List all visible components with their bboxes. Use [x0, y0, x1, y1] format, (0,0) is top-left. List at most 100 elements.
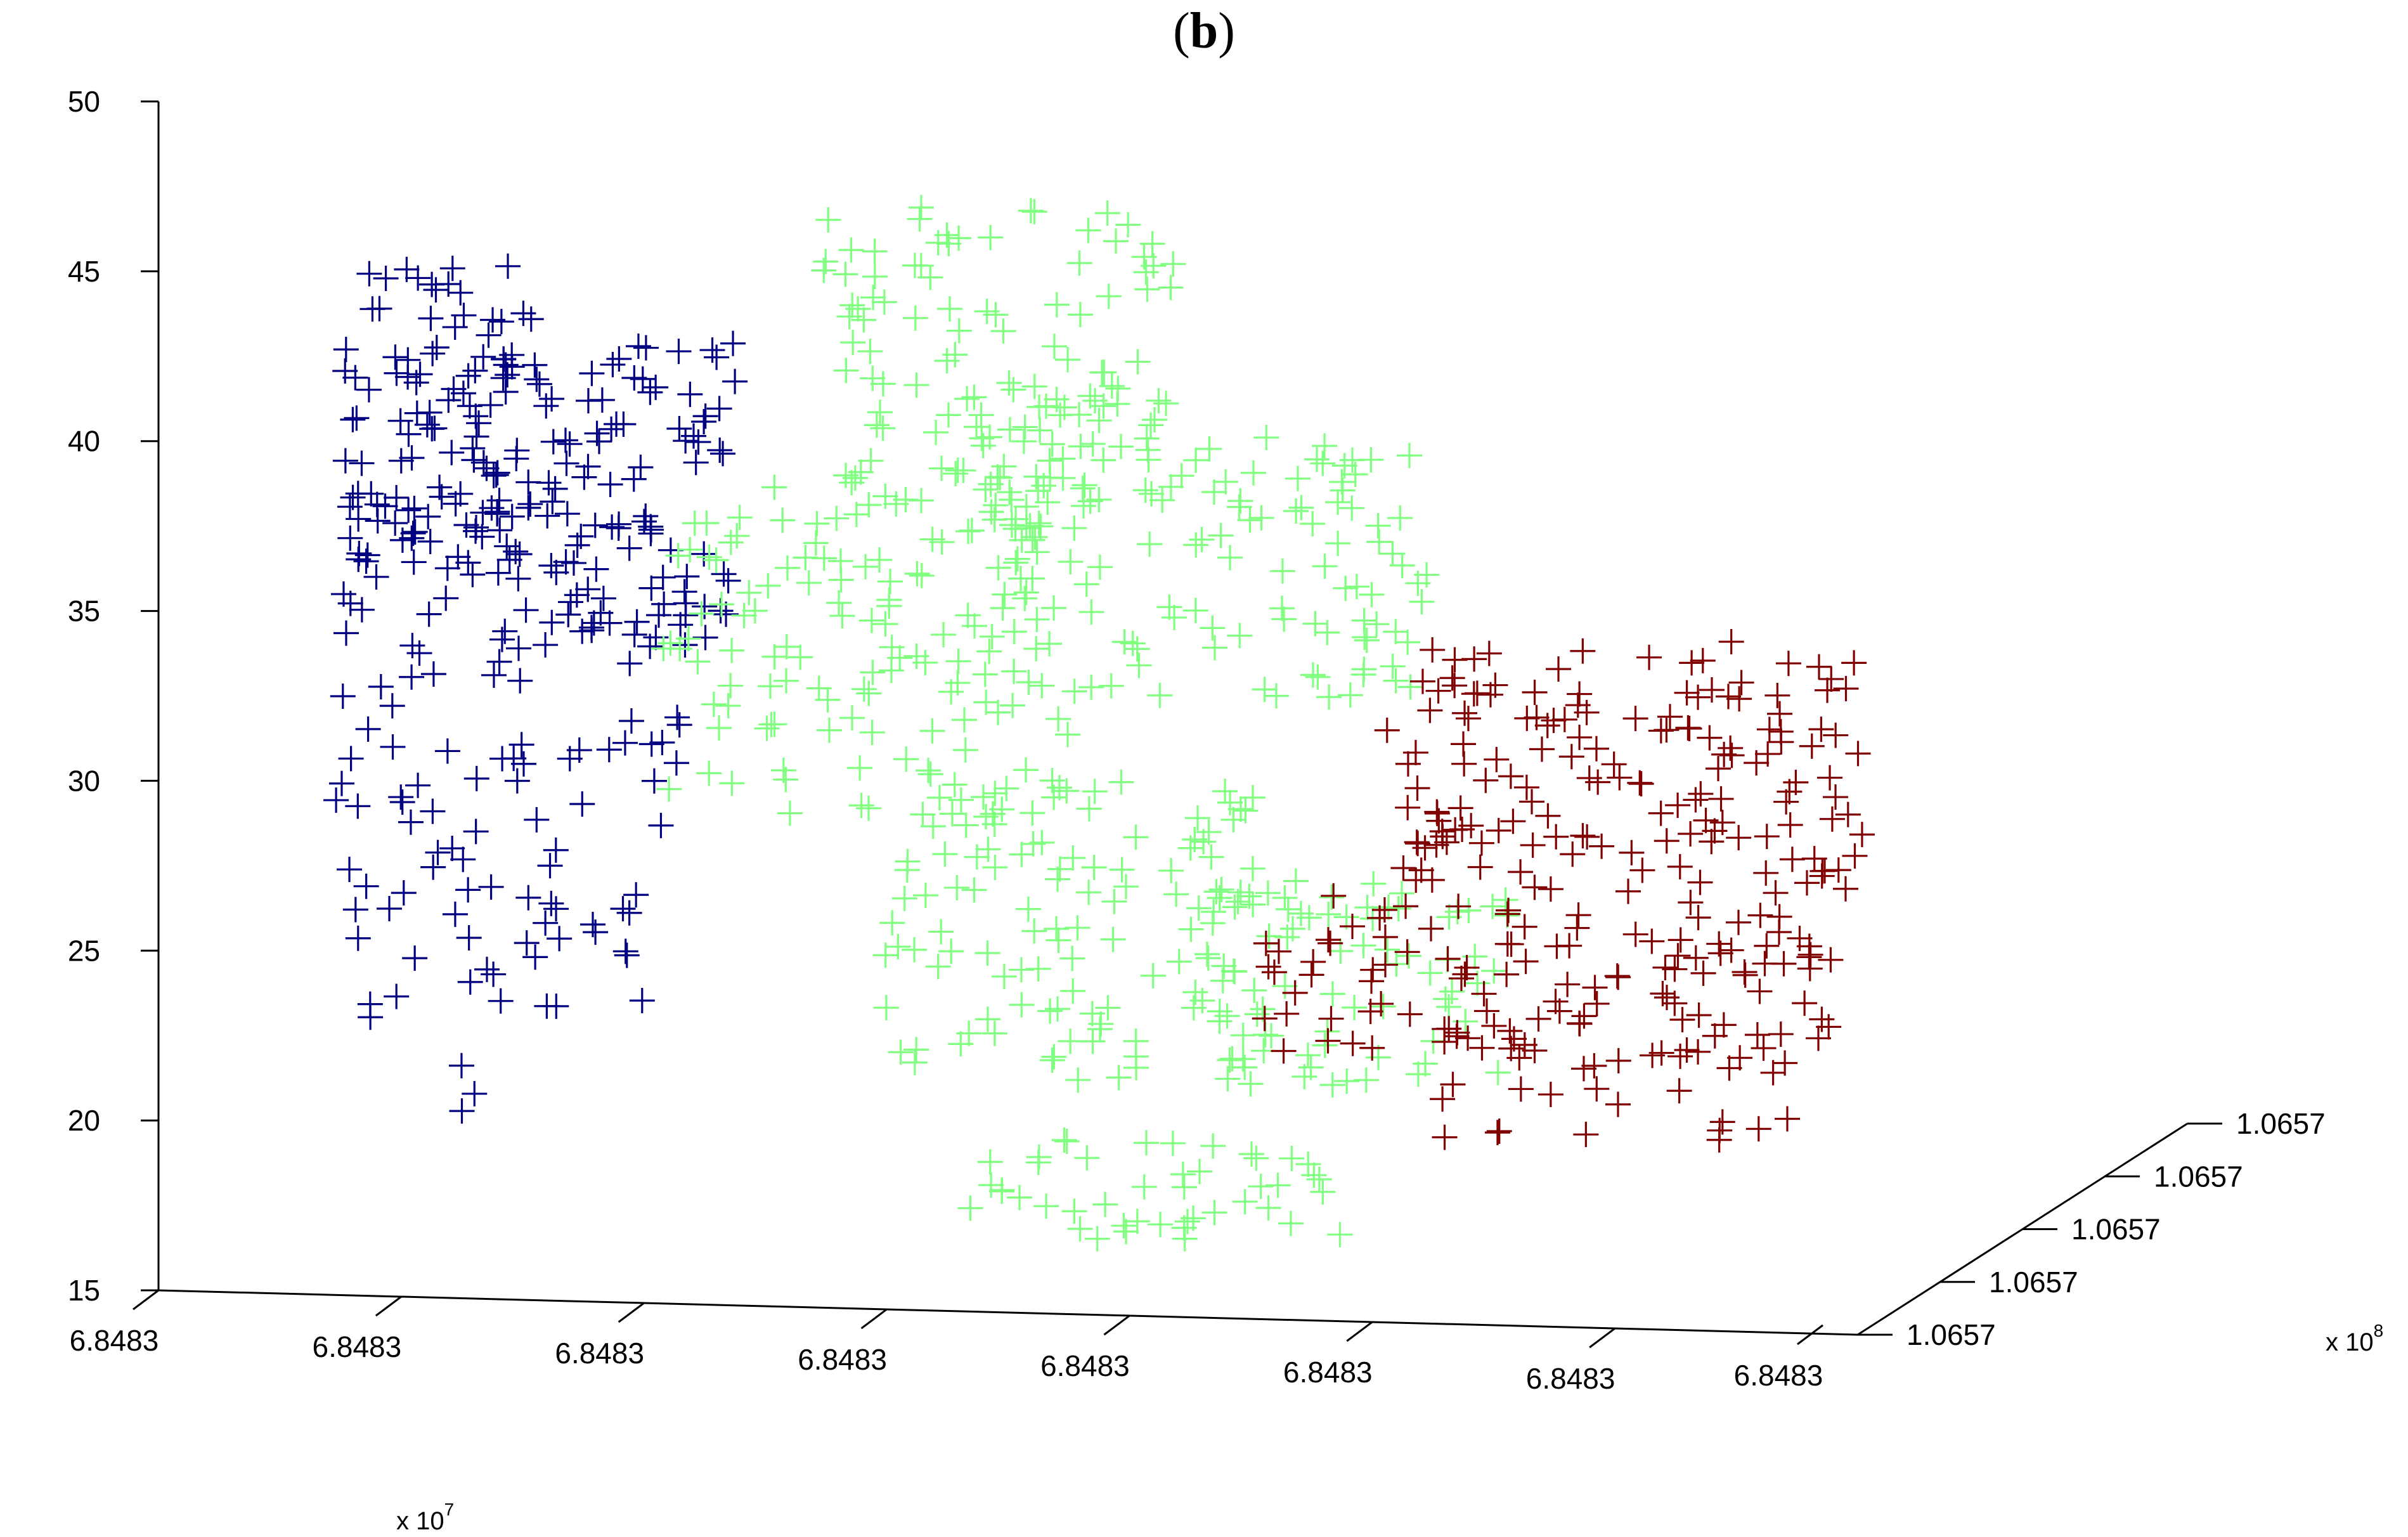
data-point: [345, 925, 371, 951]
x-axis-line: [158, 1289, 1858, 1336]
data-point: [1560, 841, 1586, 867]
data-point: [1039, 1047, 1065, 1073]
data-point: [1492, 887, 1518, 913]
data-point: [633, 335, 659, 361]
data-point: [1819, 806, 1845, 832]
data-point: [474, 455, 500, 481]
data-point: [1842, 843, 1868, 869]
data-point: [1126, 652, 1152, 678]
data-point: [1077, 488, 1103, 514]
data-point: [1142, 407, 1168, 433]
data-point: [937, 296, 962, 322]
data-point: [486, 488, 512, 514]
data-point: [1058, 548, 1084, 574]
data-point: [1360, 957, 1386, 983]
data-point: [1315, 1028, 1341, 1054]
data-point: [1754, 933, 1780, 959]
data-point: [416, 601, 442, 627]
data-point: [484, 499, 510, 525]
data-point: [425, 840, 451, 866]
data-point: [1243, 1145, 1269, 1171]
data-point: [832, 261, 858, 287]
data-point: [1683, 945, 1709, 971]
z-tick-label: 15: [68, 1274, 100, 1307]
data-point: [845, 296, 871, 322]
data-point: [1756, 717, 1782, 743]
data-point: [462, 358, 488, 384]
data-point: [677, 381, 703, 407]
data-point: [696, 760, 722, 786]
data-point: [856, 680, 882, 706]
data-point: [1707, 940, 1733, 966]
data-point: [1227, 879, 1253, 905]
data-point: [515, 495, 541, 521]
data-point: [1498, 763, 1524, 789]
data-point: [1423, 832, 1449, 858]
data-point: [399, 445, 425, 471]
data-point: [476, 322, 502, 348]
data-point: [539, 386, 565, 412]
data-point: [1334, 1068, 1360, 1094]
data-point: [1227, 796, 1253, 822]
data-point: [433, 585, 459, 611]
data-point: [907, 206, 933, 232]
data-point: [1058, 1028, 1084, 1054]
data-point: [839, 470, 865, 496]
data-point: [508, 732, 534, 758]
data-point: [1017, 513, 1043, 539]
data-point: [1042, 334, 1068, 360]
data-point: [1283, 498, 1309, 524]
data-point: [1666, 1078, 1692, 1104]
data-point: [1305, 664, 1331, 690]
data-point: [323, 787, 349, 813]
data-point: [533, 393, 559, 419]
data-point: [1456, 897, 1482, 923]
data-point: [1041, 1044, 1067, 1070]
data-point: [1544, 933, 1570, 959]
data-point: [557, 746, 583, 772]
data-point: [1139, 231, 1165, 257]
data-point: [961, 613, 987, 639]
data-point: [1044, 916, 1070, 942]
data-point: [599, 514, 625, 540]
data-point: [666, 712, 692, 738]
data-point: [1044, 292, 1070, 318]
data-point: [1629, 857, 1655, 883]
data-point: [357, 991, 383, 1017]
data-point: [396, 421, 422, 447]
data-point: [879, 910, 905, 936]
data-point: [1138, 412, 1164, 438]
data-point: [1432, 986, 1458, 1012]
data-point: [537, 853, 563, 879]
data-point: [1109, 857, 1135, 883]
data-point: [1162, 604, 1188, 630]
data-point: [664, 704, 690, 730]
data-point: [912, 649, 938, 675]
data-point: [402, 945, 428, 971]
data-point: [1809, 1006, 1835, 1032]
x-tick-label: 6.8483: [313, 1330, 402, 1363]
data-point: [1619, 840, 1645, 866]
data-point: [1208, 522, 1234, 548]
data-point: [715, 693, 741, 719]
data-point: [538, 890, 564, 916]
data-point: [583, 556, 609, 582]
y-tick-label: 1.0657: [1989, 1266, 2078, 1299]
data-point: [860, 365, 886, 391]
data-point: [1047, 856, 1073, 882]
data-point: [349, 450, 375, 476]
data-point: [1354, 895, 1380, 921]
data-point: [1196, 819, 1222, 845]
data-point: [701, 691, 727, 717]
data-point: [540, 429, 566, 455]
data-point: [1652, 954, 1678, 980]
data-point: [395, 347, 421, 373]
data-point: [1211, 953, 1237, 979]
data-point: [522, 944, 548, 970]
data-point: [682, 510, 708, 536]
data-point: [1113, 874, 1139, 900]
data-point: [970, 432, 996, 458]
data-point: [1628, 771, 1654, 797]
data-point: [1067, 1216, 1093, 1242]
data-point: [919, 526, 945, 552]
